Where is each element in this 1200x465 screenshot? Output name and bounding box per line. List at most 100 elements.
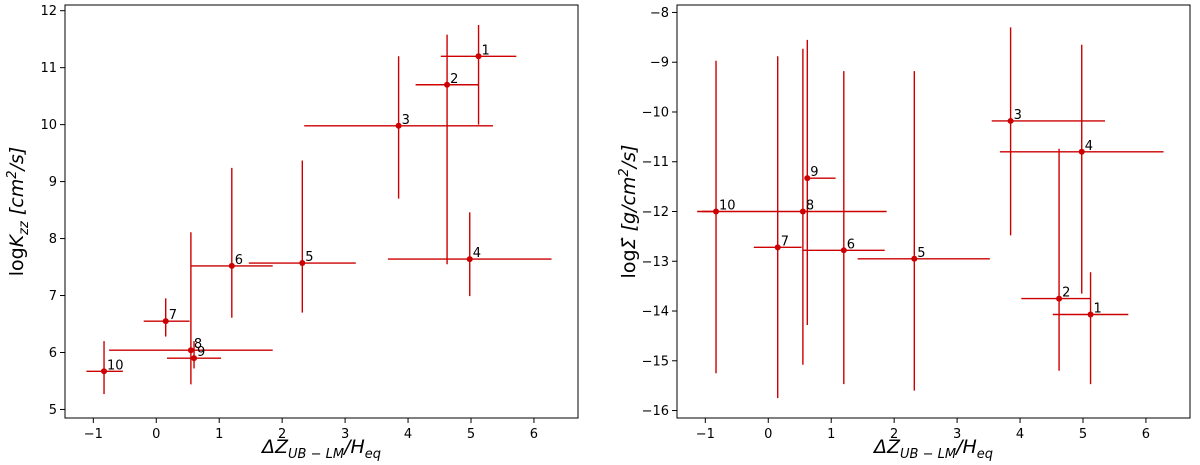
point-marker — [466, 256, 473, 263]
data-point-10: 10 — [86, 341, 124, 395]
data-point-3: 3 — [304, 56, 494, 199]
x-axis-label: ΔZUB − LM/Heq — [872, 436, 993, 462]
y-tick-label: 9 — [49, 175, 57, 190]
x-tick-label: 2 — [278, 427, 286, 442]
point-marker — [804, 175, 811, 182]
point-marker — [1078, 148, 1085, 155]
y-tick-label: 10 — [40, 118, 57, 133]
x-tick-label: 1 — [827, 427, 835, 442]
y-tick-label: 7 — [49, 289, 57, 304]
point-label: 5 — [305, 250, 313, 265]
x-tick-label: 5 — [1079, 427, 1087, 442]
point-marker — [228, 262, 235, 269]
point-marker — [299, 260, 306, 267]
y-tick-label: 12 — [40, 4, 57, 19]
data-point-6: 6 — [190, 167, 273, 318]
y-tick-label: −14 — [642, 305, 669, 320]
point-marker — [799, 208, 806, 215]
point-label: 10 — [107, 358, 124, 373]
data-point-3: 3 — [991, 27, 1106, 236]
data-point-4: 4 — [999, 44, 1164, 294]
x-tick-label: 3 — [341, 427, 349, 442]
point-label: 6 — [847, 237, 855, 252]
x-axis-label: ΔZUB − LM/Heq — [260, 436, 381, 462]
x-tick-label: −1 — [84, 427, 103, 442]
x-tick-label: 6 — [1142, 427, 1150, 442]
point-marker — [840, 247, 847, 254]
y-tick-label: −8 — [650, 6, 669, 21]
point-label: 3 — [1014, 108, 1022, 123]
point-marker — [475, 53, 482, 60]
y-tick-label: −9 — [650, 56, 669, 71]
y-tick-label: −13 — [642, 255, 669, 270]
point-label: 4 — [473, 246, 481, 261]
point-label: 1 — [482, 43, 490, 58]
point-label: 1 — [1094, 302, 1102, 317]
point-label: 9 — [810, 165, 818, 180]
data-point-7: 7 — [143, 298, 190, 337]
point-label: 10 — [719, 199, 736, 214]
point-label: 7 — [169, 308, 177, 323]
y-axis-label: logΣ̇ [g/cm2/s] — [617, 145, 640, 279]
y-tick-label: 11 — [40, 61, 57, 76]
point-label: 8 — [194, 337, 202, 352]
data-point-8: 8 — [109, 232, 273, 385]
point-label: 4 — [1085, 139, 1093, 154]
x-tick-label: −1 — [696, 427, 715, 442]
point-label: 5 — [917, 246, 925, 261]
point-marker — [395, 122, 402, 129]
plot-frame — [64, 4, 579, 419]
x-tick-label: 0 — [764, 427, 772, 442]
data-point-1: 1 — [440, 24, 517, 125]
x-tick-label: 4 — [1016, 427, 1024, 442]
data-point-2: 2 — [1021, 148, 1091, 371]
x-tick-label: 1 — [215, 427, 223, 442]
data-point-7: 7 — [753, 56, 802, 399]
point-label: 8 — [806, 199, 814, 214]
point-marker — [1056, 295, 1063, 302]
data-point-8: 8 — [702, 48, 887, 365]
point-label: 7 — [781, 234, 789, 249]
data-point-9: 9 — [804, 39, 836, 325]
data-point-5: 5 — [857, 71, 990, 391]
x-tick-label: 5 — [467, 427, 475, 442]
point-marker — [911, 255, 918, 262]
x-tick-label: 6 — [530, 427, 538, 442]
data-point-1: 1 — [1052, 272, 1129, 385]
x-tick-label: 3 — [953, 427, 961, 442]
point-marker — [1007, 117, 1014, 124]
x-tick-label: 0 — [152, 427, 160, 442]
x-tick-label: 2 — [890, 427, 898, 442]
y-axis-label: logKzz [cm2/s] — [5, 147, 32, 277]
point-label: 3 — [402, 113, 410, 128]
point-label: 2 — [450, 72, 458, 87]
y-tick-label: −16 — [642, 404, 669, 419]
point-marker — [187, 347, 194, 354]
point-marker — [191, 355, 198, 362]
point-marker — [774, 244, 781, 251]
point-label: 9 — [197, 345, 205, 360]
y-tick-label: 8 — [49, 232, 57, 247]
data-point-6: 6 — [802, 71, 885, 385]
y-tick-label: −10 — [642, 105, 669, 120]
point-marker — [444, 81, 451, 88]
y-tick-label: −11 — [642, 155, 669, 170]
point-label: 2 — [1062, 286, 1070, 301]
y-tick-label: −12 — [642, 205, 669, 220]
point-marker — [101, 368, 108, 375]
data-point-2: 2 — [415, 34, 479, 265]
data-point-5: 5 — [248, 160, 356, 313]
data-point-10: 10 — [697, 60, 736, 374]
y-tick-label: 5 — [49, 403, 57, 418]
point-label: 6 — [235, 253, 243, 268]
data-point-9: 9 — [166, 341, 222, 369]
point-marker — [1087, 311, 1094, 318]
data-point-4: 4 — [387, 212, 552, 297]
y-tick-label: −15 — [642, 354, 669, 369]
point-marker — [162, 318, 169, 325]
y-tick-label: 6 — [49, 346, 57, 361]
x-tick-label: 4 — [404, 427, 412, 442]
